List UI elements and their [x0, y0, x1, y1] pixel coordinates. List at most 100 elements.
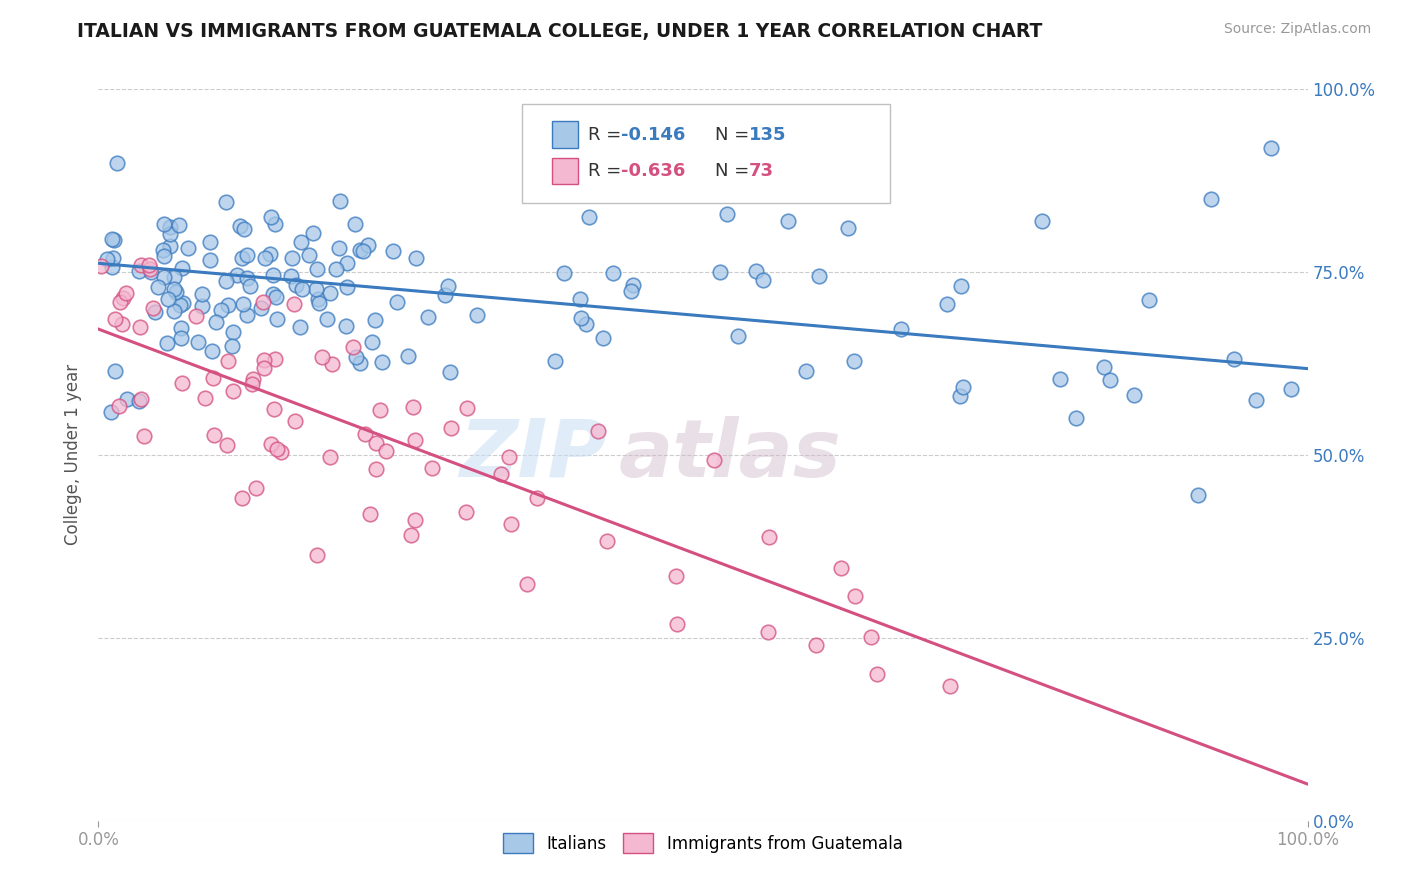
- Point: [1279, 382, 1302, 396]
- Point: [575, 317, 598, 331]
- Point: [217, 298, 239, 312]
- Point: [239, 278, 262, 293]
- Point: [890, 322, 912, 336]
- Legend: Italians, Immigrants from Guatemala: Italians, Immigrants from Guatemala: [496, 826, 910, 860]
- Point: [336, 256, 359, 270]
- Point: [205, 315, 228, 329]
- Point: [305, 282, 328, 296]
- Point: [703, 453, 725, 467]
- Point: [335, 318, 357, 333]
- Point: [544, 353, 567, 368]
- Point: [1223, 352, 1246, 367]
- Point: [665, 569, 688, 583]
- Point: [152, 269, 174, 284]
- Point: [115, 286, 138, 301]
- Y-axis label: College, Under 1 year: College, Under 1 year: [65, 364, 83, 546]
- Point: [752, 273, 775, 287]
- Point: [146, 280, 169, 294]
- Point: [128, 394, 150, 409]
- Point: [335, 280, 357, 294]
- Point: [262, 286, 284, 301]
- Point: [357, 237, 380, 252]
- Point: [128, 263, 150, 277]
- Point: [405, 251, 427, 265]
- Point: [344, 350, 367, 364]
- Point: [440, 420, 463, 434]
- Point: [156, 335, 179, 350]
- Point: [107, 399, 129, 413]
- Point: [260, 211, 283, 225]
- Point: [359, 507, 381, 521]
- Point: [794, 364, 817, 378]
- Point: [236, 248, 259, 262]
- Point: [186, 309, 208, 323]
- Point: [592, 331, 614, 345]
- Point: [360, 334, 382, 349]
- Point: [290, 235, 312, 249]
- Point: [252, 295, 274, 310]
- Point: [709, 264, 731, 278]
- Point: [692, 169, 714, 184]
- Point: [385, 295, 408, 310]
- Point: [1066, 410, 1088, 425]
- Point: [201, 371, 224, 385]
- Point: [498, 450, 520, 464]
- Point: [107, 155, 129, 169]
- Point: [236, 271, 259, 285]
- Point: [143, 304, 166, 318]
- Point: [104, 311, 127, 326]
- Point: [305, 261, 328, 276]
- Point: [291, 282, 314, 296]
- Point: [1137, 293, 1160, 307]
- Point: [236, 308, 259, 322]
- Text: ZIP: ZIP: [458, 416, 606, 494]
- Point: [270, 445, 292, 459]
- Point: [231, 251, 253, 265]
- Point: [264, 290, 287, 304]
- Point: [129, 258, 152, 272]
- FancyBboxPatch shape: [522, 103, 890, 202]
- Point: [101, 232, 124, 246]
- Point: [621, 278, 644, 293]
- Text: -0.636: -0.636: [621, 162, 685, 180]
- Text: -0.146: -0.146: [621, 126, 685, 144]
- Text: ITALIAN VS IMMIGRANTS FROM GUATEMALA COLLEGE, UNDER 1 YEAR CORRELATION CHART: ITALIAN VS IMMIGRANTS FROM GUATEMALA COL…: [77, 22, 1043, 41]
- Point: [939, 679, 962, 693]
- Point: [844, 590, 866, 604]
- Point: [281, 252, 304, 266]
- Point: [949, 389, 972, 403]
- Point: [163, 270, 186, 285]
- Point: [366, 436, 388, 450]
- Point: [172, 296, 194, 310]
- FancyBboxPatch shape: [551, 158, 578, 185]
- Point: [328, 241, 350, 255]
- Point: [170, 321, 193, 335]
- Point: [758, 530, 780, 544]
- Point: [364, 313, 387, 327]
- Point: [233, 222, 256, 236]
- Point: [187, 334, 209, 349]
- Point: [404, 433, 426, 447]
- Point: [318, 286, 340, 301]
- Point: [198, 235, 221, 249]
- Point: [401, 400, 423, 414]
- Point: [284, 414, 307, 428]
- Text: R =: R =: [588, 162, 627, 180]
- Point: [221, 384, 243, 399]
- Point: [516, 577, 538, 591]
- Point: [250, 301, 273, 315]
- Point: [280, 268, 302, 283]
- Point: [111, 291, 134, 305]
- Point: [169, 298, 191, 312]
- Point: [315, 311, 337, 326]
- Point: [420, 461, 443, 475]
- Point: [242, 372, 264, 386]
- Point: [307, 548, 329, 562]
- Point: [1244, 392, 1267, 407]
- Point: [214, 195, 236, 210]
- Point: [349, 356, 371, 370]
- Point: [1199, 192, 1222, 206]
- Point: [830, 561, 852, 575]
- Point: [859, 630, 882, 644]
- Point: [329, 194, 352, 209]
